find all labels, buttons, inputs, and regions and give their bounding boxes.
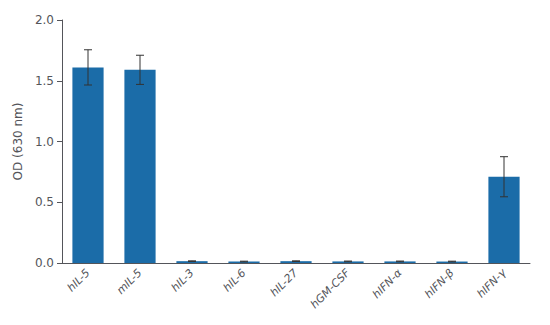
svg-text:hIL-6: hIL-6	[221, 266, 249, 294]
svg-text:2.0: 2.0	[35, 13, 54, 27]
svg-text:hIL-3: hIL-3	[169, 266, 197, 294]
svg-text:mIL-5: mIL-5	[114, 266, 145, 297]
svg-text:hIFN-β: hIFN-β	[422, 266, 456, 300]
svg-text:hIL-5: hIL-5	[65, 266, 93, 294]
svg-text:hGM-CSF: hGM-CSF	[308, 266, 353, 311]
svg-text:hIFN-γ: hIFN-γ	[475, 266, 509, 300]
svg-text:hIFN-α: hIFN-α	[370, 266, 405, 301]
svg-text:1.0: 1.0	[35, 135, 54, 149]
svg-text:0.5: 0.5	[35, 195, 54, 209]
svg-text:1.5: 1.5	[35, 74, 54, 88]
svg-text:hIL-27: hIL-27	[268, 266, 301, 299]
svg-text:OD (630 nm): OD (630 nm)	[11, 103, 25, 181]
svg-text:0.0: 0.0	[35, 256, 54, 270]
